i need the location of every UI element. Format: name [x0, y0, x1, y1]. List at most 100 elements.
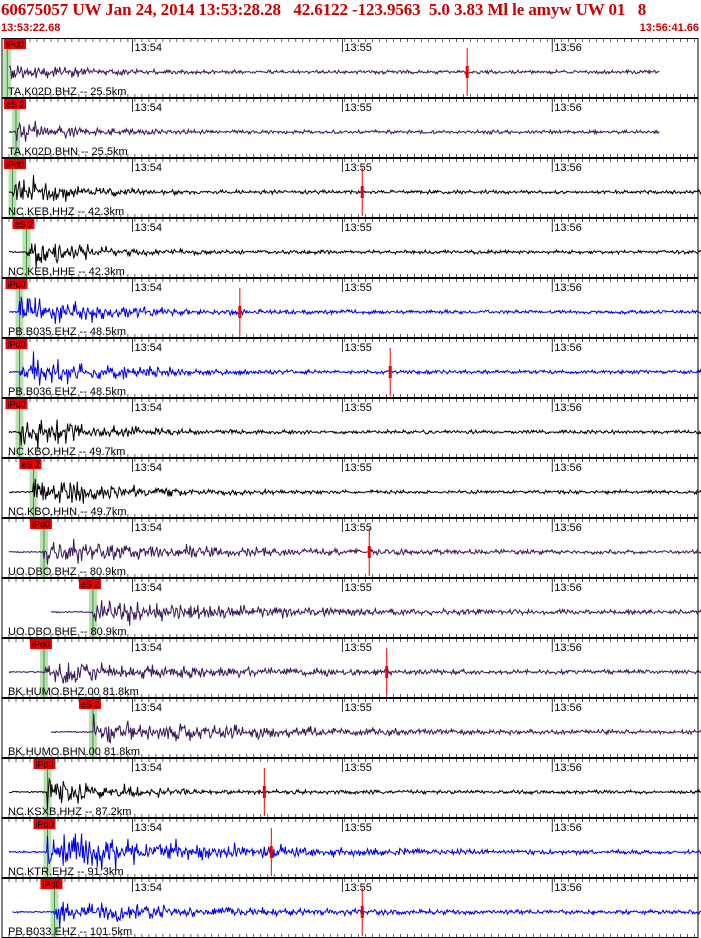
- station-label: NC.KBO.HHN -- 49.7km: [8, 506, 127, 518]
- waveform: [8, 777, 701, 808]
- station-label: NC.KEB.HHE -- 42.3km: [8, 266, 125, 278]
- pick-label: iPd0: [6, 40, 24, 50]
- pick-label-box[interactable]: [4, 159, 26, 169]
- panel-frame: [1, 158, 699, 218]
- minute-tick-label: 13:56: [554, 402, 582, 414]
- pick-label: iPd0: [7, 400, 25, 410]
- time-ticks: [1, 339, 695, 397]
- minute-tick-label: 13:55: [344, 642, 372, 654]
- pick-label-box[interactable]: [78, 579, 101, 589]
- minute-tick-label: 13:55: [344, 762, 372, 774]
- minute-tick-label: 13:54: [135, 162, 163, 174]
- pick-label: iPd0: [6, 160, 24, 170]
- trace-panel[interactable]: 13:54 13:55 13:56 iPd0 PB.B035.EHZ -- 48.5km: [1, 278, 701, 339]
- pick-label: iPd0: [35, 820, 53, 830]
- trace-panel[interactable]: 13:54 13:55 13:56 iPd0 BK.HUMO.BHZ.00 81.8km: [1, 638, 701, 699]
- waveform: [50, 713, 701, 744]
- waveform: [8, 175, 701, 202]
- station-label: BK.HUMO.BHN.00 81.8km: [8, 746, 140, 758]
- time-ticks: [1, 879, 695, 937]
- waveform: [8, 120, 660, 142]
- waveform: [8, 351, 701, 386]
- trace-panel[interactable]: 13:54 13:55 13:56 iPd0 NC.KEB.HHZ -- 42.3km: [1, 158, 701, 219]
- pick-label-box[interactable]: [4, 99, 26, 109]
- pick-label-box[interactable]: [33, 759, 56, 769]
- event-title: 60675057 UW Jan 24, 2014 13:53:28.28 42.…: [1, 0, 647, 19]
- minute-tick-label: 13:54: [135, 342, 163, 354]
- pick-label: iPd0: [7, 340, 25, 350]
- panel-frame: [1, 218, 699, 278]
- pick-label-box[interactable]: [19, 459, 42, 469]
- pick-label-box[interactable]: [5, 399, 28, 409]
- minute-tick-label: 13:54: [135, 42, 163, 54]
- minute-tick-label: 13:54: [135, 402, 163, 414]
- trace-panel[interactable]: 13:54 13:55 13:56 iPd0 NC.KSXB.HHZ -- 87.2km: [1, 758, 701, 819]
- station-label: NC.KEB.HHZ -- 42.3km: [8, 206, 124, 218]
- minute-tick-label: 13:54: [135, 282, 163, 294]
- pick-label: iPd0: [32, 640, 50, 650]
- minute-tick-label: 13:54: [135, 582, 163, 594]
- trace-panel[interactable]: 13:54 13:55 13:56 eS 2 TA.K02D.BHN -- 25.5km: [1, 98, 699, 159]
- trace-panel[interactable]: 13:54 13:55 13:56 eS 2 BK.HUMO.BHN.00 81.8km: [1, 698, 701, 759]
- trace-panel[interactable]: 13:54 13:55 13:56 iPd0 TA.K02D.BHZ -- 25.5km: [1, 38, 699, 99]
- trace-panel[interactable]: 13:54 13:55 13:56 eS 2 NC.KEB.HHE -- 42.3km: [1, 218, 701, 279]
- coda-marker-head: [385, 666, 389, 678]
- panel-frame: [1, 458, 699, 518]
- station-label: TA.K02D.BHN -- 25.5km: [8, 146, 128, 158]
- seismogram-panel[interactable]: 13:54 13:55 13:56 iPd0 TA.K02D.BHZ -- 25.5km…: [0, 38, 701, 938]
- pick-label-box[interactable]: [40, 879, 63, 889]
- minute-tick-label: 13:55: [344, 102, 372, 114]
- trace-panel[interactable]: 13:54 13:55 13:56 iPd0 NC.KTR.EHZ -- 91.3km: [1, 818, 701, 879]
- header: 60675057 UW Jan 24, 2014 13:53:28.28 42.…: [0, 0, 701, 38]
- trace-panel[interactable]: 13:54 13:55 13:56 iPd0 UO.DBO.BHZ -- 80.9km: [1, 518, 701, 579]
- pick-label-box[interactable]: [5, 339, 28, 349]
- waveform: [8, 296, 701, 324]
- minute-tick-label: 13:54: [135, 702, 163, 714]
- waveform: [8, 419, 701, 450]
- station-label: UO.DBO.BHE -- 80.9km: [8, 626, 127, 638]
- pick-label: eS 2: [21, 460, 40, 470]
- trace-panel[interactable]: 13:54 13:55 13:56 iPd0 NC.KBO.HHZ -- 49.7km: [1, 398, 701, 459]
- waveform: [8, 833, 701, 871]
- coda-marker-head: [238, 306, 242, 318]
- pick-label: eS 2: [81, 580, 100, 590]
- panel-frame: [1, 338, 699, 398]
- time-ticks: [1, 699, 695, 757]
- pick-label-box[interactable]: [33, 819, 56, 829]
- station-label: UO.DBO.BHZ -- 80.9km: [8, 566, 126, 578]
- pick-label: eS 2: [14, 220, 33, 230]
- window-end-time: 13:56:41.66: [639, 22, 699, 34]
- pick-label-box[interactable]: [12, 219, 35, 229]
- minute-tick-label: 13:56: [554, 42, 582, 54]
- time-ticks: [1, 399, 695, 457]
- panel-frame: [1, 698, 699, 758]
- minute-tick-label: 13:56: [554, 462, 582, 474]
- pick-label: iPd0: [35, 760, 53, 770]
- minute-tick-label: 13:54: [135, 102, 163, 114]
- trace-panel[interactable]: 13:54 13:55 13:56 iPd0 PB.B036.EHZ -- 48.5km: [1, 338, 701, 399]
- station-label: PB.B033.EHZ -- 101.5km: [8, 926, 132, 938]
- pick-label: iPd0: [42, 880, 60, 890]
- trace-panel[interactable]: 13:54 13:55 13:56 iPd0 PB.B033.EHZ -- 101.5k…: [1, 878, 701, 938]
- panel-frame: [1, 38, 699, 98]
- station-label: PB.B036.EHZ -- 48.5km: [8, 386, 126, 398]
- panel-frame: [1, 518, 699, 578]
- pick-label-box[interactable]: [4, 39, 26, 49]
- time-ticks: [1, 159, 695, 217]
- station-label: TA.K02D.BHZ -- 25.5km: [8, 86, 126, 98]
- coda-marker-head: [360, 906, 364, 918]
- trace-panel[interactable]: 13:54 13:55 13:56 eS 2 NC.KBO.HHN -- 49.7km: [1, 458, 701, 519]
- pick-label-box[interactable]: [29, 639, 52, 649]
- coda-marker-head: [360, 186, 364, 198]
- minute-tick-label: 13:55: [344, 822, 372, 834]
- pick-label-box[interactable]: [78, 699, 101, 709]
- pick-label-box[interactable]: [29, 519, 52, 529]
- minute-tick-label: 13:54: [135, 822, 163, 834]
- minute-tick-label: 13:55: [344, 282, 372, 294]
- waveform: [12, 901, 701, 928]
- window-start-time: 13:53:22.68: [1, 22, 61, 34]
- trace-panel[interactable]: 13:54 13:55 13:56 eS 2 UO.DBO.BHE -- 80.9km: [1, 578, 701, 639]
- minute-tick-label: 13:56: [554, 282, 582, 294]
- time-ticks: [1, 519, 695, 577]
- pick-label-box[interactable]: [5, 279, 28, 289]
